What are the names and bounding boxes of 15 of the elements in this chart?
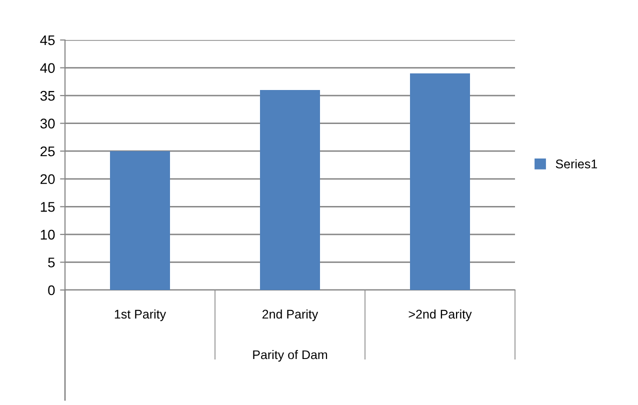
y-tick-label: 35 — [40, 90, 55, 101]
x-tick-label: >2nd Parity — [408, 309, 472, 322]
legend-label: Series1 — [556, 159, 598, 168]
y-tick-label: 25 — [40, 146, 55, 156]
x-tick-label: 2nd Parity — [262, 309, 318, 322]
y-tick-label: 5 — [48, 258, 55, 268]
x-axis-title: Parity of Dam — [253, 350, 328, 362]
y-tick-label: 15 — [40, 202, 55, 212]
y-tick-label: 10 — [40, 230, 55, 240]
x-tick-label: 1st Parity — [114, 309, 166, 322]
y-tick-label: 45 — [40, 35, 55, 46]
y-tick-label: 30 — [40, 118, 55, 129]
y-tick-label: 20 — [40, 174, 55, 184]
y-tick-label: 40 — [40, 63, 55, 73]
y-tick-label: 0 — [48, 285, 55, 296]
